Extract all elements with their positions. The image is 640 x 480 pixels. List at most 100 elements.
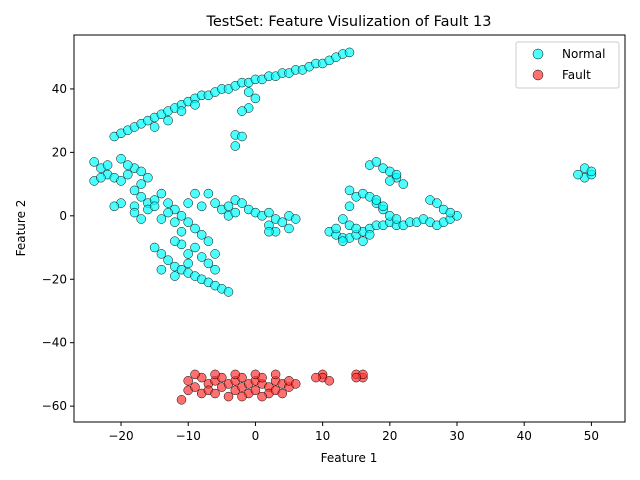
point-normal [344, 201, 355, 212]
point-normal [170, 271, 180, 281]
point-normal [123, 169, 133, 180]
point-fault [230, 369, 241, 380]
point-fault [277, 388, 288, 399]
point-normal [190, 223, 200, 234]
point-normal [203, 188, 214, 199]
point-normal [136, 166, 146, 177]
point-normal [163, 198, 173, 208]
y-tick-label: 40 [52, 82, 67, 96]
y-tick-label: −60 [42, 399, 67, 413]
point-normal [284, 223, 294, 234]
point-normal [163, 115, 173, 126]
point-normal [223, 287, 234, 297]
point-normal [116, 176, 126, 186]
point-normal [123, 160, 133, 170]
point-normal [358, 236, 368, 246]
point-normal [156, 264, 167, 275]
point-normal [391, 169, 402, 180]
point-normal [136, 214, 146, 224]
x-tick-label: 20 [382, 429, 397, 443]
point-normal [398, 179, 409, 189]
point-normal [223, 201, 234, 212]
plot-frame [73, 34, 626, 423]
point-normal [183, 258, 193, 269]
series-fault [176, 369, 368, 405]
x-axis-label: Feature 1 [321, 451, 378, 465]
point-normal [136, 192, 146, 202]
point-fault [183, 376, 193, 386]
point-normal [344, 185, 355, 196]
point-normal [109, 201, 120, 212]
legend-marker-fault [532, 69, 544, 81]
point-fault [223, 391, 234, 402]
point-normal [210, 198, 220, 208]
point-normal [338, 236, 348, 246]
point-normal [176, 106, 187, 116]
x-tick-label: −20 [108, 429, 133, 443]
x-tick-label: 10 [315, 429, 330, 443]
point-normal [156, 188, 167, 199]
point-normal [116, 153, 126, 164]
point-normal [445, 207, 456, 218]
point-normal [170, 236, 180, 246]
point-normal [156, 214, 167, 224]
point-normal [210, 264, 220, 275]
x-tick-label: 40 [517, 429, 532, 443]
point-normal [190, 100, 200, 110]
point-normal [196, 230, 207, 240]
point-normal [210, 249, 220, 259]
point-normal [344, 47, 355, 58]
point-normal [250, 93, 261, 104]
legend: Normal Fault [515, 41, 620, 89]
y-tick-label: 0 [59, 209, 67, 223]
y-tick-label: −40 [42, 336, 67, 350]
point-normal [243, 87, 254, 97]
point-normal [351, 223, 361, 234]
point-normal [102, 160, 113, 170]
point-fault [210, 388, 220, 399]
x-tick-label: 50 [584, 429, 599, 443]
point-fault [324, 376, 335, 386]
point-normal [190, 188, 200, 199]
point-normal [237, 106, 247, 116]
point-fault [290, 379, 301, 389]
y-axis-label: Feature 2 [14, 200, 28, 257]
point-normal [143, 172, 153, 183]
point-normal [290, 214, 301, 224]
point-fault [210, 369, 220, 380]
point-normal [149, 201, 160, 212]
point-fault [176, 395, 187, 405]
point-normal [338, 214, 348, 224]
point-fault [270, 369, 281, 380]
point-fault [257, 391, 267, 402]
point-normal [149, 242, 160, 253]
series-normal [89, 47, 597, 297]
point-normal [364, 230, 375, 240]
point-normal [163, 207, 173, 218]
point-fault [250, 369, 261, 380]
legend-label-normal: Normal [562, 47, 605, 61]
point-fault [351, 372, 361, 383]
point-normal [586, 166, 597, 177]
point-normal [163, 255, 173, 265]
y-axis: −60 −40 −20 0 20 40 [42, 82, 74, 413]
point-fault [250, 385, 261, 396]
y-tick-label: −20 [42, 272, 67, 286]
point-normal [230, 207, 241, 218]
plot-area [89, 47, 597, 405]
point-fault [190, 382, 200, 392]
chart-title: TestSet: Feature Visulization of Fault 1… [205, 14, 491, 30]
point-normal [264, 226, 274, 237]
point-normal [331, 223, 341, 234]
x-axis: −20 −10 0 10 20 30 40 50 [108, 422, 599, 443]
point-fault [311, 372, 321, 383]
point-normal [371, 195, 382, 205]
point-normal [176, 211, 187, 221]
x-tick-label: −10 [176, 429, 201, 443]
point-normal [129, 185, 140, 196]
point-normal [432, 198, 442, 208]
point-normal [203, 258, 214, 269]
point-normal [277, 217, 288, 227]
point-normal [391, 214, 402, 224]
point-fault [190, 369, 200, 380]
